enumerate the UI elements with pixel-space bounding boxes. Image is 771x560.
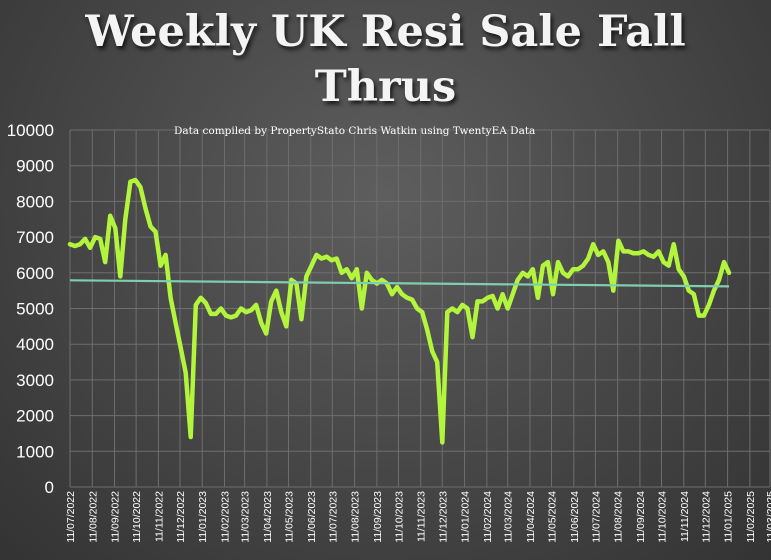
y-tick-label: 7000 (16, 228, 54, 247)
y-tick-label: 4000 (16, 335, 54, 354)
x-tick-label: 11/12/2022 (175, 491, 187, 543)
x-tick-label: 11/09/2023 (372, 491, 384, 543)
y-axis: 0 1000 2000 3000 4000 5000 6000 7000 8000 9000 100… (7, 121, 54, 497)
x-tick-label: 11/11/2024 (679, 491, 691, 542)
y-tick-label: 6000 (16, 264, 54, 283)
x-tick-label: 11/05/2023 (283, 491, 295, 543)
series-line-fall-thrus (67, 177, 732, 445)
x-tick-label: 11/01/2025 (723, 491, 735, 543)
x-tick-label: 11/10/2024 (656, 491, 668, 543)
x-tick-label: 11/07/2022 (65, 491, 77, 543)
x-axis: 11/07/2022 11/08/2022 11/09/2022 11/10/2022… (65, 491, 771, 543)
y-tick-label: 0 (45, 478, 54, 497)
y-tick-label: 5000 (16, 300, 54, 319)
x-tick-label: 11/10/2023 (393, 491, 405, 543)
x-tick-label: 11/07/2024 (590, 491, 602, 543)
x-tick-label: 11/06/2024 (569, 491, 581, 543)
chart-subtitle: Data compiled by PropertyStato Chris Wat… (174, 125, 536, 137)
x-tick-label: 11/03/2023 (240, 491, 252, 543)
x-tick-label: 11/12/2023 (437, 491, 449, 543)
x-tick-label: 11/11/2023 (416, 491, 428, 542)
x-tick-label: 11/02/2024 (482, 491, 494, 543)
y-tick-label: 1000 (16, 442, 54, 461)
x-tick-label: 11/04/2023 (262, 491, 274, 543)
y-tick-label: 3000 (16, 371, 54, 390)
x-tick-label: 11/02/2025 (745, 491, 757, 543)
y-tick-label: 9000 (16, 157, 54, 176)
x-tick-label: 11/03/2024 (503, 491, 515, 543)
x-tick-label: 11/09/2024 (635, 491, 647, 543)
x-tick-label: 11/02/2023 (220, 491, 232, 543)
x-tick-label: 11/08/2023 (350, 491, 362, 543)
series-layer (67, 177, 732, 445)
x-tick-label: 11/10/2022 (131, 491, 143, 543)
y-tick-label: 2000 (16, 407, 54, 426)
x-tick-label: 11/08/2022 (87, 491, 99, 543)
x-tick-label: 11/08/2024 (613, 491, 625, 543)
x-tick-label: 11/05/2024 (547, 491, 559, 543)
x-tick-label: 11/11/2022 (153, 491, 165, 542)
x-tick-label: 11/06/2023 (306, 491, 318, 543)
x-tick-label: 11/04/2024 (525, 491, 537, 543)
y-tick-label: 8000 (16, 192, 54, 211)
x-tick-label: 11/07/2023 (327, 491, 339, 543)
x-tick-label: 11/01/2023 (197, 491, 209, 543)
chart-title-line-1: Weekly UK Resi Sale Fall (85, 7, 686, 57)
y-tick-label: 10000 (7, 121, 54, 140)
x-tick-label: 11/01/2024 (460, 491, 472, 543)
x-tick-label: 11/03/2025 (765, 491, 771, 543)
chart-title-line-2: Thrus (314, 62, 457, 112)
x-tick-label: 11/09/2022 (110, 491, 122, 543)
trend-line (69, 279, 730, 288)
gridlines (69, 129, 771, 488)
x-tick-label: 11/12/2024 (700, 491, 712, 543)
